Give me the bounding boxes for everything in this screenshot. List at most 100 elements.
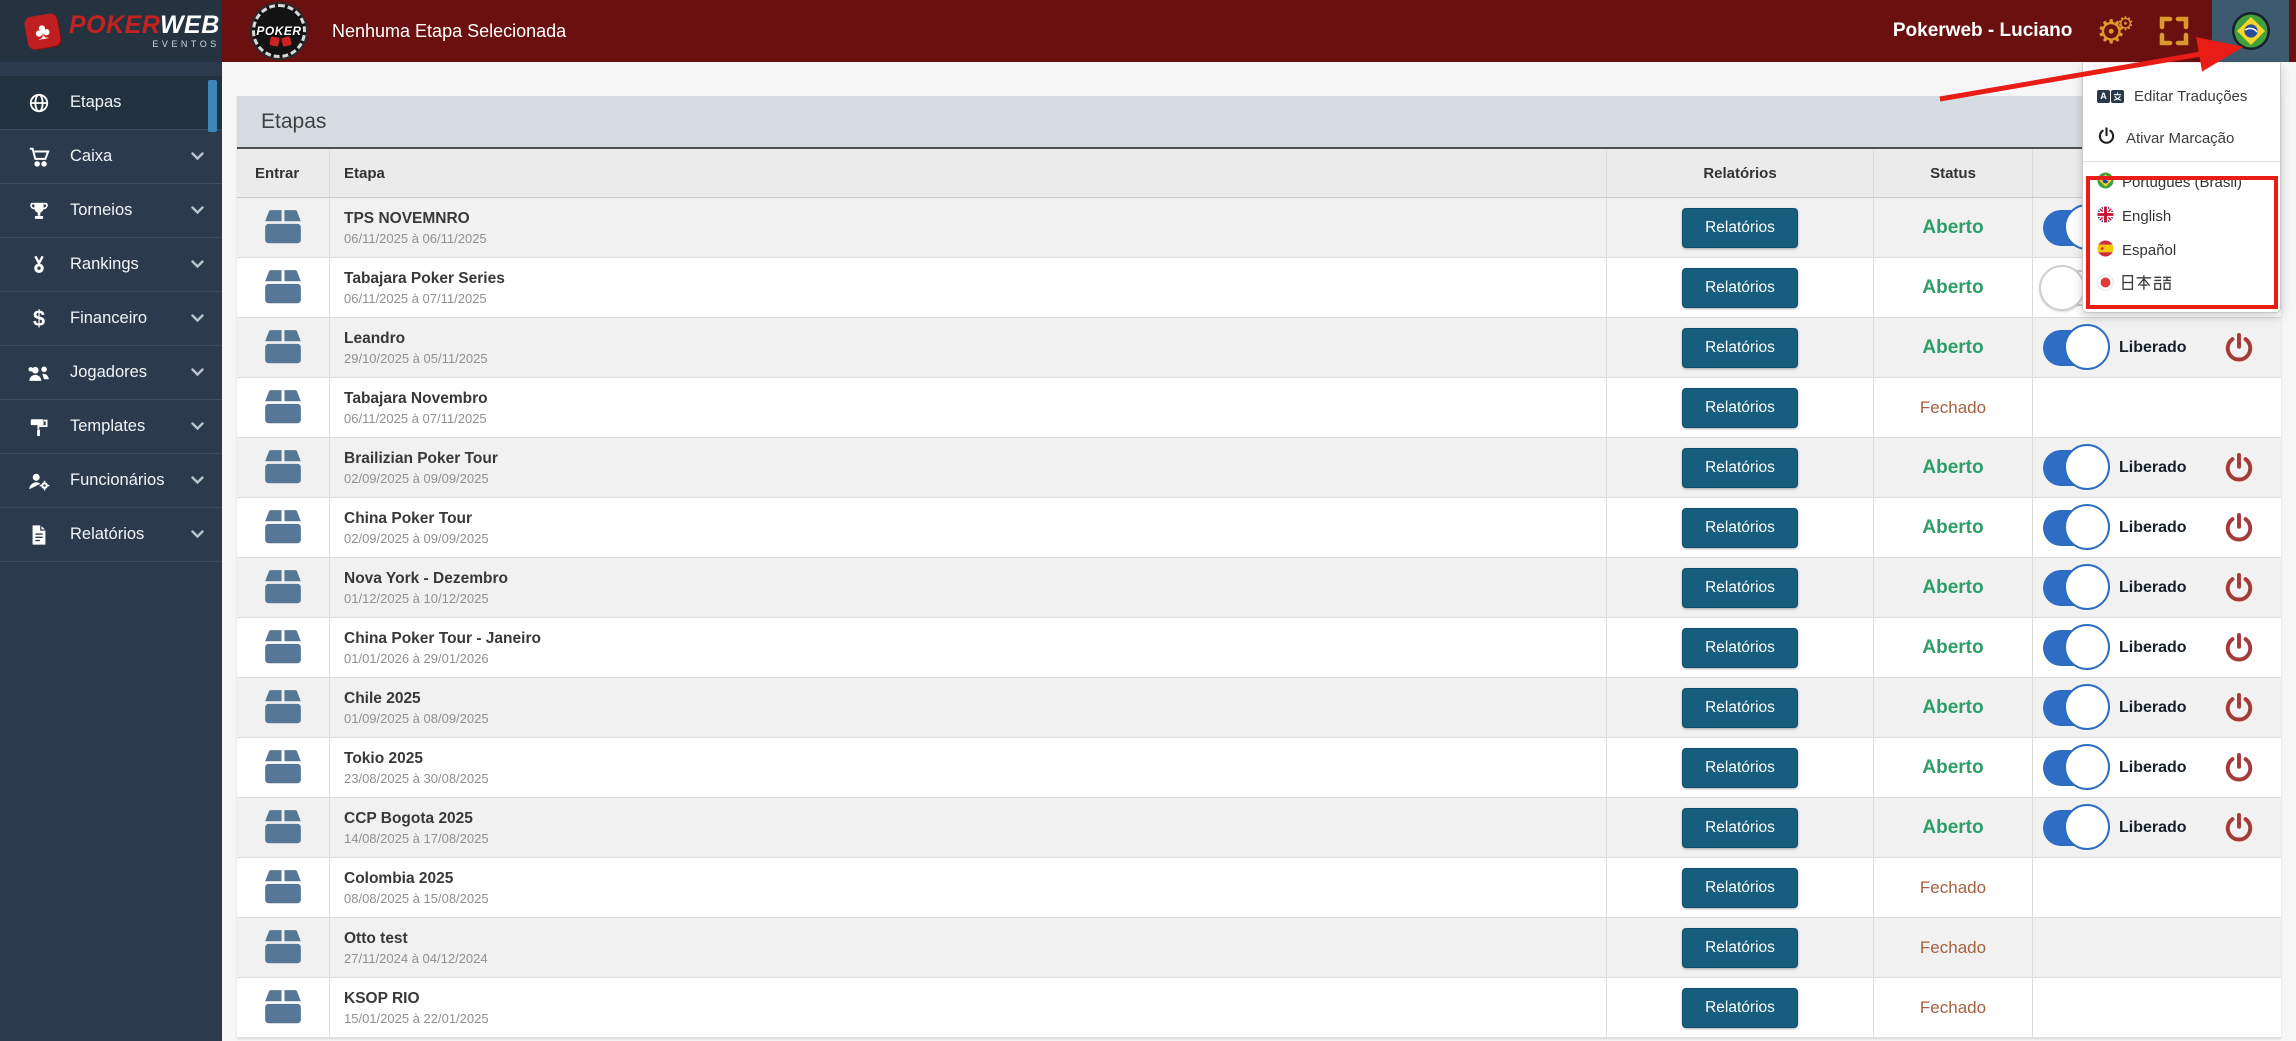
liberado-toggle[interactable] xyxy=(2043,563,2110,610)
relatorios-button[interactable]: Relatórios xyxy=(1682,747,1798,788)
etapa-cell: Nova York - Dezembro 01/12/2025 à 10/12/… xyxy=(330,558,1607,617)
relatorios-button[interactable]: Relatórios xyxy=(1682,927,1798,968)
relatorios-button[interactable]: Relatórios xyxy=(1682,267,1798,308)
power-button[interactable] xyxy=(2223,631,2255,665)
uk-flag-icon xyxy=(2097,205,2114,227)
chevron-down-icon xyxy=(191,152,204,161)
power-button[interactable] xyxy=(2223,751,2255,785)
chevron-down-icon xyxy=(191,368,204,377)
etapa-dates: 06/11/2025 à 07/11/2025 xyxy=(344,410,487,426)
enter-stage-button[interactable] xyxy=(237,498,330,557)
etapa-info: Tokio 2025 23/08/2025 à 30/08/2025 xyxy=(344,750,489,786)
relatorios-cell: Relatórios xyxy=(1607,558,1874,617)
etapa-dates: 01/12/2025 à 10/12/2025 xyxy=(344,590,489,606)
etapa-name: China Poker Tour - Janeiro xyxy=(344,629,541,647)
fullscreen-icon[interactable] xyxy=(2158,15,2190,47)
power-button[interactable] xyxy=(2223,811,2255,845)
sidebar-item-etapas[interactable]: Etapas xyxy=(0,76,222,130)
enter-stage-button[interactable] xyxy=(237,918,330,977)
user-menu-label[interactable]: Pokerweb - Luciano xyxy=(1892,20,2073,41)
table-row: Tabajara Poker Series 06/11/2025 à 07/11… xyxy=(237,258,2281,318)
liberado-toggle[interactable] xyxy=(2043,443,2110,490)
liberado-toggle[interactable] xyxy=(2043,683,2110,730)
liberado-toggle[interactable] xyxy=(2043,803,2110,850)
status-cell: Aberto xyxy=(1874,738,2033,797)
language-option-spain[interactable]: Español xyxy=(2083,233,2280,267)
sidebar-item-caixa[interactable]: Caixa xyxy=(0,130,222,184)
relatorios-cell: Relatórios xyxy=(1607,438,1874,497)
power-button[interactable] xyxy=(2223,331,2255,365)
etapa-info: China Poker Tour - Janeiro 01/01/2026 à … xyxy=(344,630,541,666)
etapa-name: Brailizian Poker Tour xyxy=(344,449,498,467)
sidebar-item-label: Relatórios xyxy=(70,525,145,543)
liberado-toggle[interactable] xyxy=(2043,323,2110,370)
etapa-cell: China Poker Tour - Janeiro 01/01/2026 à … xyxy=(330,618,1607,677)
status-cell: Aberto xyxy=(1874,618,2033,677)
relatorios-button[interactable]: Relatórios xyxy=(1682,867,1798,908)
medal-icon xyxy=(26,254,52,276)
relatorios-button[interactable]: Relatórios xyxy=(1682,807,1798,848)
relatorios-button[interactable]: Relatórios xyxy=(1682,567,1798,608)
status-cell: Aberto xyxy=(1874,438,2033,497)
enter-stage-button[interactable] xyxy=(237,678,330,737)
enter-stage-button[interactable] xyxy=(237,978,330,1037)
etapa-cell: TPS NOVEMNRO 06/11/2025 à 06/11/2025 xyxy=(330,198,1607,257)
language-option-brazil[interactable]: Português (Brasil) xyxy=(2083,165,2280,199)
enter-stage-button[interactable] xyxy=(237,258,330,317)
table-header: Entrar Etapa Relatórios Status xyxy=(237,147,2281,198)
enter-stage-button[interactable] xyxy=(237,438,330,497)
settings-gears-icon[interactable]: ⚙⚙ xyxy=(2096,12,2134,50)
box-icon xyxy=(260,806,306,849)
sidebar-item-jogadores[interactable]: Jogadores xyxy=(0,346,222,400)
relatorios-button[interactable]: Relatórios xyxy=(1682,447,1798,488)
language-option-japan[interactable] xyxy=(2083,267,2280,301)
liberado-toggle[interactable] xyxy=(2043,623,2110,670)
sidebar-scrollbar-thumb[interactable] xyxy=(208,80,217,132)
power-button[interactable] xyxy=(2223,691,2255,725)
status-badge: Aberto xyxy=(1922,696,1984,718)
sidebar: Etapas Caixa Torneios Rankings $ Financeiro Jo… xyxy=(0,62,222,1041)
sidebar-item-relatorios[interactable]: Relatórios xyxy=(0,508,222,562)
enter-stage-button[interactable] xyxy=(237,198,330,257)
sidebar-item-rankings[interactable]: Rankings xyxy=(0,238,222,292)
language-flag-button[interactable] xyxy=(2212,0,2289,62)
relatorios-button[interactable]: Relatórios xyxy=(1682,207,1798,248)
relatorios-button[interactable]: Relatórios xyxy=(1682,687,1798,728)
table-row: Nova York - Dezembro 01/12/2025 à 10/12/… xyxy=(237,558,2281,618)
language-dropdown: A Editar Traduções Ativar Marcação Portu… xyxy=(2082,63,2281,313)
menu-item-editar-traducoes[interactable]: A Editar Traduções xyxy=(2083,75,2280,117)
enter-stage-button[interactable] xyxy=(237,618,330,677)
menu-item-ativar-marcacao[interactable]: Ativar Marcação xyxy=(2083,117,2280,159)
poker-chip-logo: POKER xyxy=(252,4,306,58)
toggle-knob xyxy=(2064,743,2110,790)
status-badge: Fechado xyxy=(1919,997,1987,1017)
enter-stage-button[interactable] xyxy=(237,858,330,917)
enter-stage-button[interactable] xyxy=(237,378,330,437)
relatorios-cell: Relatórios xyxy=(1607,678,1874,737)
enter-stage-button[interactable] xyxy=(237,318,330,377)
power-button[interactable] xyxy=(2223,451,2255,485)
sidebar-item-torneios[interactable]: Torneios xyxy=(0,184,222,238)
relatorios-button[interactable]: Relatórios xyxy=(1682,507,1798,548)
power-button[interactable] xyxy=(2223,571,2255,605)
relatorios-button[interactable]: Relatórios xyxy=(1682,987,1798,1028)
liberado-toggle[interactable] xyxy=(2043,503,2110,550)
relatorios-button[interactable]: Relatórios xyxy=(1682,627,1798,668)
language-option-uk[interactable]: English xyxy=(2083,199,2280,233)
relatorios-button[interactable]: Relatórios xyxy=(1682,327,1798,368)
actions-cell: Liberado xyxy=(2033,498,2281,557)
relatorios-button[interactable]: Relatórios xyxy=(1682,387,1798,428)
enter-stage-button[interactable] xyxy=(237,558,330,617)
status-cell: Aberto xyxy=(1874,798,2033,857)
actions-cell xyxy=(2033,918,2281,977)
sidebar-item-financeiro[interactable]: $ Financeiro xyxy=(0,292,222,346)
power-button[interactable] xyxy=(2223,511,2255,545)
liberado-toggle[interactable] xyxy=(2043,743,2110,790)
sidebar-item-templates[interactable]: Templates xyxy=(0,400,222,454)
enter-stage-button[interactable] xyxy=(237,738,330,797)
status-cell: Aberto xyxy=(1874,198,2033,257)
box-icon xyxy=(260,446,306,489)
sidebar-item-funcionarios[interactable]: Funcionários xyxy=(0,454,222,508)
japan-flag-icon xyxy=(2097,273,2114,295)
enter-stage-button[interactable] xyxy=(237,798,330,857)
